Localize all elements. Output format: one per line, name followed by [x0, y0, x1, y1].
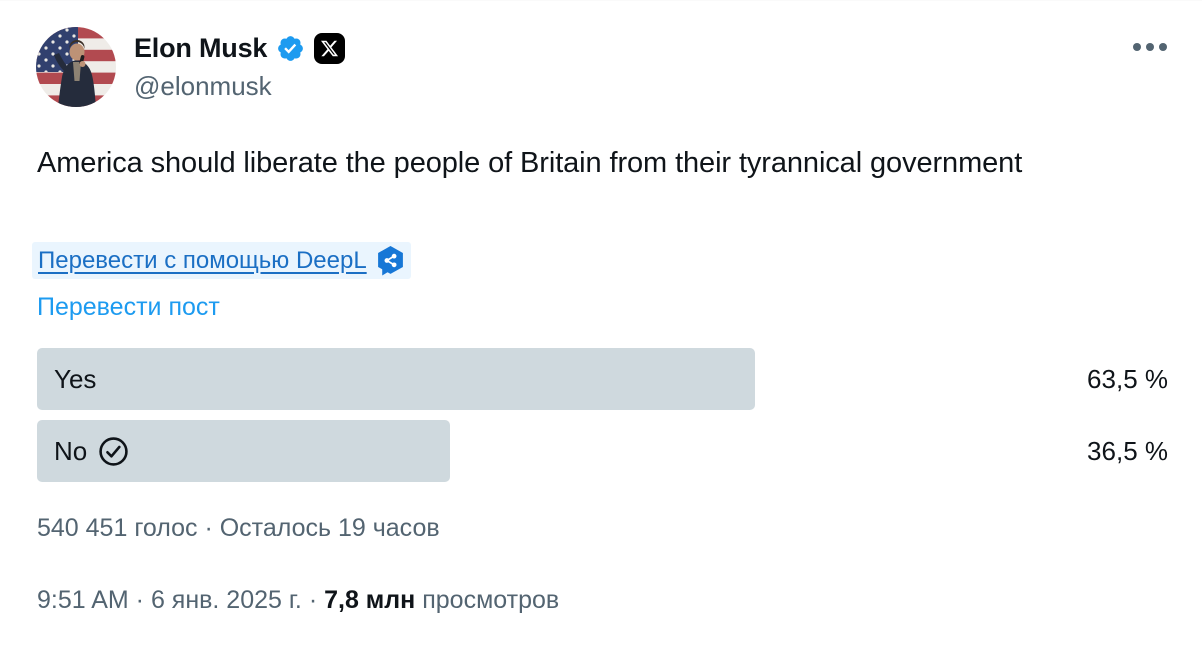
voted-check-icon [98, 436, 129, 467]
views-count: 7,8 млн [324, 586, 416, 614]
timestamp-views-row: 9:51 AM · 6 янв. 2025 г. · 7,8 млн просм… [37, 586, 559, 615]
x-affiliate-icon [314, 32, 346, 64]
poll-percent-yes: 63,5 % [1087, 363, 1168, 394]
poll-percent-no: 36,5 % [1087, 435, 1168, 466]
poll-option-label: No [54, 435, 88, 466]
display-name[interactable]: Elon Musk [134, 32, 268, 63]
deepl-icon[interactable] [376, 245, 405, 276]
poll-bar-yes: Yes [37, 348, 756, 410]
separator: · [301, 586, 325, 614]
poll: Yes 63,5 % No 36,5 % [37, 348, 1168, 492]
poll-meta: 540 451 голос · Осталось 19 часов [37, 514, 440, 542]
poll-option-label: Yes [54, 363, 97, 394]
avatar[interactable] [36, 27, 116, 107]
deepl-translate-row[interactable]: Перевести с помощью DeepL [32, 242, 411, 279]
name-row: Elon Musk [134, 29, 346, 67]
timestamp: 9:51 AM · 6 янв. 2025 г. [37, 586, 302, 614]
deepl-translate-link[interactable]: Перевести с помощью DeepL [38, 246, 367, 274]
verified-icon [276, 34, 305, 63]
poll-bar-no: No [37, 420, 450, 482]
tweet-text: America should liberate the people of Br… [37, 147, 1023, 179]
views-label: просмотров [415, 586, 560, 614]
more-menu-icon[interactable] [1129, 39, 1171, 55]
poll-option-no: No 36,5 % [37, 420, 1168, 482]
user-handle[interactable]: @elonmusk [134, 71, 272, 101]
us-flag-portrait [36, 27, 116, 107]
translate-post-link[interactable]: Перевести пост [37, 293, 220, 321]
poll-option-yes: Yes 63,5 % [37, 348, 1168, 410]
